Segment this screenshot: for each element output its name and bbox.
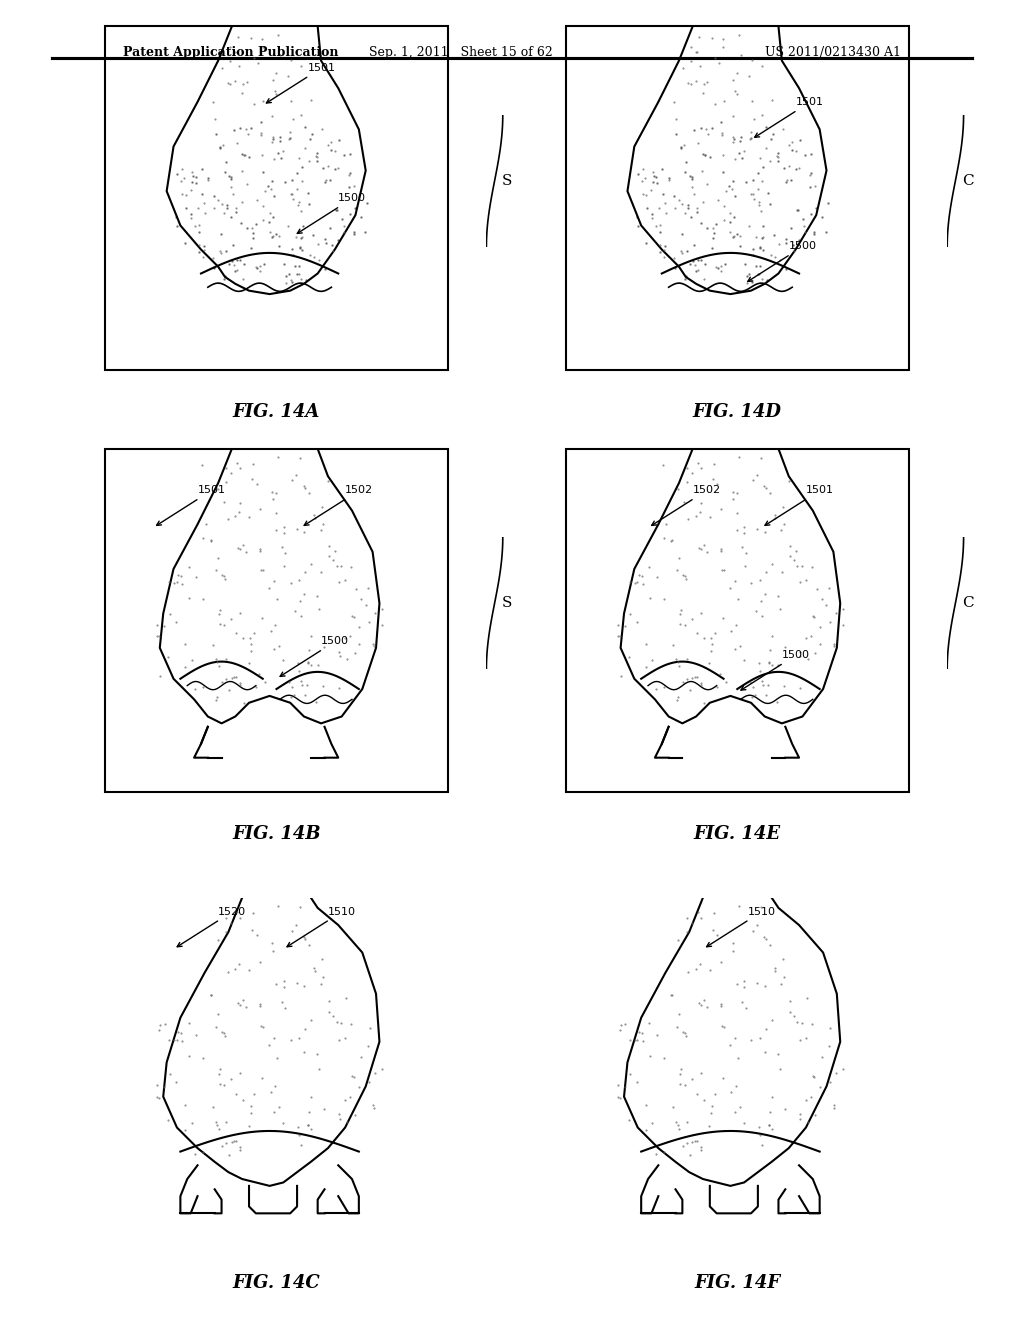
Text: 1510: 1510 — [707, 907, 775, 946]
Text: FIG. 14B: FIG. 14B — [232, 825, 321, 843]
Text: 1500: 1500 — [741, 651, 810, 690]
Text: 1500: 1500 — [748, 242, 817, 281]
Text: 1500: 1500 — [297, 194, 367, 234]
Text: US 2011/0213430 A1: US 2011/0213430 A1 — [765, 46, 901, 59]
Text: 1502: 1502 — [651, 486, 721, 525]
Text: FIG. 14A: FIG. 14A — [232, 403, 321, 421]
Text: FIG. 14D: FIG. 14D — [693, 403, 781, 421]
Text: 1501: 1501 — [765, 486, 834, 525]
Text: FIG. 14F: FIG. 14F — [694, 1274, 780, 1292]
Text: Sep. 1, 2011   Sheet 15 of 62: Sep. 1, 2011 Sheet 15 of 62 — [369, 46, 553, 59]
Text: 1510: 1510 — [287, 907, 356, 946]
Text: C: C — [963, 597, 974, 610]
Text: Patent Application Publication: Patent Application Publication — [123, 46, 338, 59]
Text: C: C — [963, 174, 974, 187]
Text: S: S — [502, 597, 512, 610]
Text: 1500: 1500 — [281, 636, 349, 676]
Text: 1501: 1501 — [157, 486, 225, 525]
Text: FIG. 14E: FIG. 14E — [693, 825, 781, 843]
Text: 1502: 1502 — [304, 486, 373, 525]
Text: S: S — [502, 174, 512, 187]
Text: 1501: 1501 — [755, 98, 823, 137]
Text: 1501: 1501 — [266, 63, 336, 103]
Text: FIG. 14C: FIG. 14C — [232, 1274, 321, 1292]
Text: 1520: 1520 — [177, 907, 246, 946]
